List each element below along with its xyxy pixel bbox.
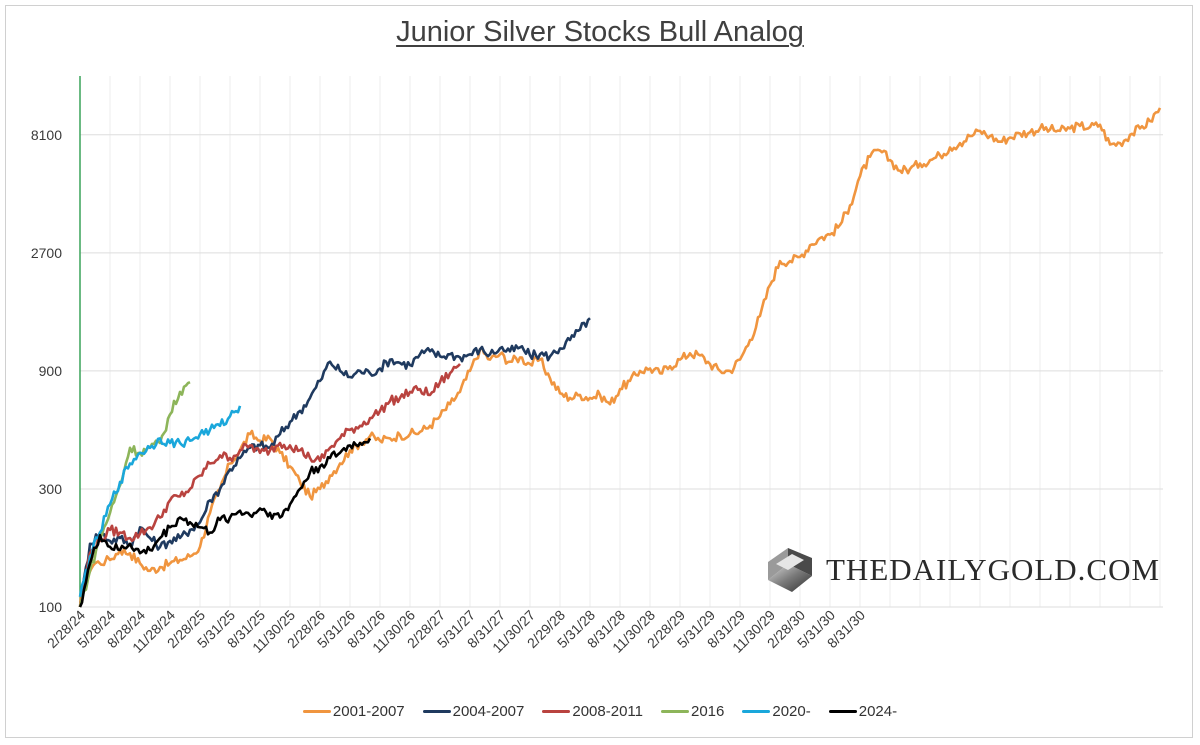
chart-title: Junior Silver Stocks Bull Analog — [396, 16, 804, 48]
series-line-2004-2007 — [78, 317, 591, 608]
y-tick-label: 2700 — [31, 245, 62, 261]
watermark: THEDAILYGOLD.COM — [762, 540, 1160, 600]
legend-swatch — [422, 710, 451, 713]
watermark-text: THEDAILYGOLD.COM — [826, 552, 1161, 587]
legend-label: 2001-2007 — [332, 703, 405, 720]
legend-item: 2004-2007 — [422, 703, 525, 720]
series-line-2008-2011 — [78, 363, 461, 608]
legend-item: 2008-2011 — [542, 703, 643, 720]
y-axis-labels: 100 300 900 2700 8100 — [31, 127, 62, 615]
legend-label: 2004-2007 — [452, 703, 525, 720]
legend-label: 2016 — [690, 703, 725, 720]
gold-bar-icon — [768, 548, 812, 592]
legend-swatch — [542, 710, 571, 713]
series-line-2024- — [78, 437, 372, 608]
legend-label: 2008-2011 — [572, 703, 643, 720]
legend-swatch — [660, 710, 689, 713]
y-tick-label: 300 — [39, 481, 63, 497]
legend-swatch — [828, 710, 857, 713]
series-line-2001-2007 — [78, 107, 1162, 608]
legend-swatch — [742, 710, 771, 713]
legend-item: 2001-2007 — [302, 703, 405, 720]
y-tick-label: 100 — [39, 599, 63, 615]
legend-label: 2020- — [772, 703, 811, 720]
series-line-2020- — [78, 405, 242, 598]
chart-frame — [5, 5, 1193, 738]
y-tick-label: 900 — [39, 363, 63, 379]
legend: 2001-2007 2004-2007 2008-2011 2016 2020- 2024… — [0, 703, 1200, 720]
legend-label: 2024- — [858, 703, 898, 720]
legend-item: 2024- — [828, 703, 898, 720]
grid-lines — [79, 76, 1163, 608]
legend-swatch — [302, 710, 331, 713]
legend-item: 2016 — [660, 703, 725, 720]
y-tick-label: 8100 — [31, 127, 62, 143]
x-axis-labels: 2/28/245/28/248/28/2411/28/242/28/255/31… — [44, 607, 868, 656]
legend-item: 2020- — [742, 703, 811, 720]
series-lines — [78, 107, 1162, 608]
